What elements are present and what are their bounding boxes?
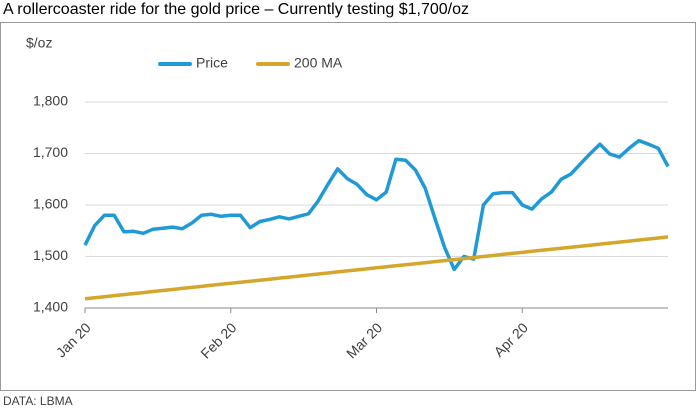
y-tick-label: 1,800: [33, 93, 68, 109]
x-tick-label: Apr 20: [491, 319, 532, 360]
y-tick-label: 1,600: [33, 196, 68, 212]
x-tick-label: Mar 20: [343, 319, 385, 361]
source: DATA: LBMA: [3, 394, 73, 408]
chart-frame: [0, 22, 696, 391]
y-axis-label: $/oz: [26, 35, 52, 51]
x-tick-label: Feb 20: [197, 319, 239, 361]
chart-title: A rollercoaster ride for the gold price …: [3, 1, 469, 18]
y-tick-label: 1,700: [33, 144, 68, 160]
series-line: [83, 138, 670, 272]
y-tick-label: 1,400: [33, 299, 68, 315]
legend-label: 200 MA: [294, 55, 343, 71]
y-tick-label: 1,500: [33, 247, 68, 263]
x-tick-label: Jan 20: [53, 319, 94, 360]
series-line: [84, 235, 669, 301]
legend-label: Price: [196, 55, 228, 71]
